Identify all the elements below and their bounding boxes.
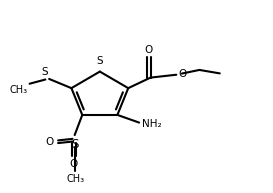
Text: S: S [41,67,48,77]
Text: CH₃: CH₃ [10,85,28,95]
Text: NH₂: NH₂ [142,119,161,129]
Text: CH₃: CH₃ [66,174,84,184]
Text: S: S [97,56,103,66]
Text: S: S [72,139,79,152]
Text: O: O [179,69,187,79]
Text: O: O [70,159,78,169]
Text: O: O [45,137,53,147]
Text: O: O [145,45,153,55]
